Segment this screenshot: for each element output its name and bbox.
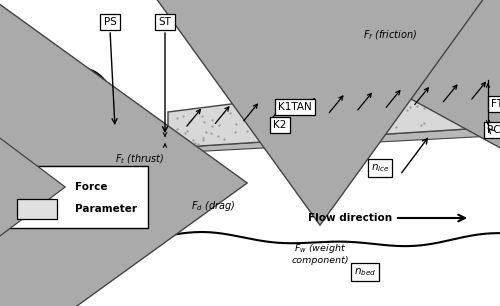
Text: PC: PC [487,125,500,135]
Text: PS: PS [104,17,117,27]
Polygon shape [85,118,148,162]
Text: FT: FT [491,99,500,109]
Polygon shape [8,90,75,148]
Text: ST: ST [158,17,172,27]
Text: $F_w$ (weight: $F_w$ (weight [294,242,346,255]
Text: Flow direction: Flow direction [308,213,392,223]
Text: K1TAN: K1TAN [278,102,312,112]
Text: $n_{bed}$: $n_{bed}$ [354,266,376,278]
Text: K2: K2 [274,120,286,130]
Polygon shape [168,72,483,148]
Text: Force: Force [75,182,108,192]
FancyBboxPatch shape [17,199,57,219]
Text: $F_f$ (friction): $F_f$ (friction) [363,28,417,42]
Polygon shape [168,128,493,153]
Polygon shape [483,72,493,136]
FancyBboxPatch shape [6,166,148,228]
Text: $F_t$ (thrust): $F_t$ (thrust) [116,152,164,166]
Text: Parameter: Parameter [75,204,137,214]
Text: component): component) [291,256,349,265]
Text: $F_d$ (drag): $F_d$ (drag) [191,199,235,213]
Text: $n_{ice}$: $n_{ice}$ [370,162,390,174]
